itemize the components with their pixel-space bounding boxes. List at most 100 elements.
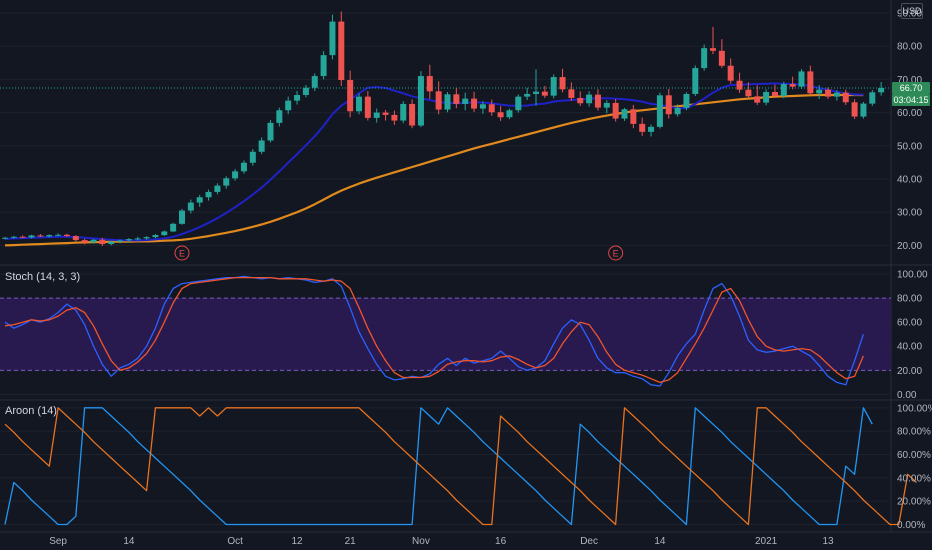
price-tick-label: 30.00 — [897, 208, 922, 219]
candle-body — [665, 95, 672, 115]
stoch-k-line — [4, 275, 865, 387]
candle-body — [541, 91, 548, 96]
aroon-tick-label: 60.00% — [897, 450, 931, 461]
stoch-d-line — [4, 276, 864, 384]
price-tick-label: 40.00 — [897, 174, 922, 185]
candle-body — [692, 68, 699, 94]
stoch-tick-label: 100.00 — [897, 270, 928, 281]
date-label: Dec — [580, 536, 598, 547]
date-label: Sep — [49, 536, 67, 547]
candle-body — [506, 110, 513, 118]
candle-body — [559, 77, 566, 90]
stoch-tick-label: 0.00 — [897, 390, 917, 401]
candle-body — [718, 50, 725, 66]
candle-body — [90, 239, 97, 243]
candle-body — [736, 80, 743, 90]
candle-body — [10, 236, 17, 238]
candle-body — [789, 84, 796, 87]
candle-body — [745, 89, 752, 97]
indicator-lines — [4, 275, 917, 526]
candle-body — [878, 88, 885, 93]
candle-body — [603, 102, 610, 108]
candle-body — [515, 96, 522, 111]
candle-body — [568, 89, 575, 98]
candle-body — [347, 80, 354, 112]
candle-body — [205, 191, 212, 198]
aroon-up-line — [4, 407, 873, 526]
candle-body — [28, 235, 35, 238]
countdown-tag: 03:04:15 — [892, 94, 930, 106]
candle-body — [267, 122, 274, 141]
candle-body — [382, 112, 389, 115]
date-label: Oct — [227, 536, 243, 547]
candle-body — [152, 235, 159, 238]
candle-body — [807, 71, 814, 94]
currency-label[interactable]: USD — [901, 3, 923, 19]
candle-body — [161, 231, 168, 236]
candle-body — [63, 234, 70, 237]
candle-body — [550, 77, 557, 96]
date-label: 2021 — [755, 536, 778, 547]
candle-body — [311, 76, 318, 88]
moving-averages — [0, 82, 891, 247]
candle-body — [223, 178, 230, 186]
candle-body — [81, 240, 88, 243]
candle-body — [400, 103, 407, 121]
aroon-tick-label: 0.00% — [897, 520, 925, 531]
date-axis: Sep 14 Oct 12 21 Nov 16 Dec 14 2021 13 — [49, 536, 834, 547]
candle-body — [320, 55, 327, 77]
candle-body — [621, 109, 628, 119]
candle-body — [417, 76, 424, 126]
earnings-marker-ring — [174, 245, 190, 261]
candle-body — [462, 98, 469, 104]
candle-body — [426, 76, 433, 92]
stoch-tick-label: 20.00 — [897, 366, 922, 377]
candle-body — [2, 237, 8, 239]
stoch-band — [0, 297, 891, 371]
candle-body — [648, 126, 655, 132]
candlesticks[interactable] — [2, 11, 885, 247]
earnings-marker[interactable]: E — [174, 245, 190, 261]
candle-body — [842, 92, 849, 103]
candle-body — [258, 140, 265, 152]
candle-body — [294, 94, 301, 101]
price-tick-label: 70.00 — [897, 75, 922, 86]
candle-body — [754, 96, 761, 103]
candle-body — [533, 91, 539, 94]
date-label: 16 — [495, 536, 507, 547]
candle-body — [179, 210, 185, 224]
candle-body — [170, 223, 177, 232]
date-label: 14 — [654, 536, 666, 547]
candle-body — [125, 239, 132, 241]
candle-body — [249, 151, 256, 163]
candle-body — [108, 241, 115, 245]
stoch-tick-label: 40.00 — [897, 342, 922, 353]
aroon-down-line — [4, 407, 917, 526]
candle-body — [825, 89, 832, 97]
candle-body — [329, 21, 336, 56]
candle-body — [701, 48, 708, 69]
candle-body — [196, 197, 203, 203]
candle-body — [488, 104, 495, 113]
ma-slow-line — [4, 93, 864, 247]
date-label: 14 — [123, 536, 135, 547]
candle-body — [143, 237, 150, 239]
candle-body — [833, 92, 840, 97]
candle-body — [851, 102, 858, 117]
aroon-pane-label: Aroon (14) — [5, 405, 57, 417]
earnings-marker-label: E — [613, 249, 619, 259]
date-label: Nov — [412, 536, 430, 547]
price-axes: 90.00 80.00 70.00 60.00 50.00 40.00 30.00 20.00… — [897, 8, 932, 531]
candle-body — [524, 93, 531, 97]
candle-body — [134, 238, 141, 240]
candle-body — [497, 112, 504, 118]
candle-body — [860, 103, 867, 117]
earnings-marker[interactable]: E — [608, 245, 624, 261]
candle-body — [630, 109, 637, 124]
candle-body — [471, 98, 478, 109]
last-price-tag: 66.70 — [892, 82, 930, 94]
candle-body — [594, 94, 601, 108]
candle-body — [763, 91, 770, 103]
